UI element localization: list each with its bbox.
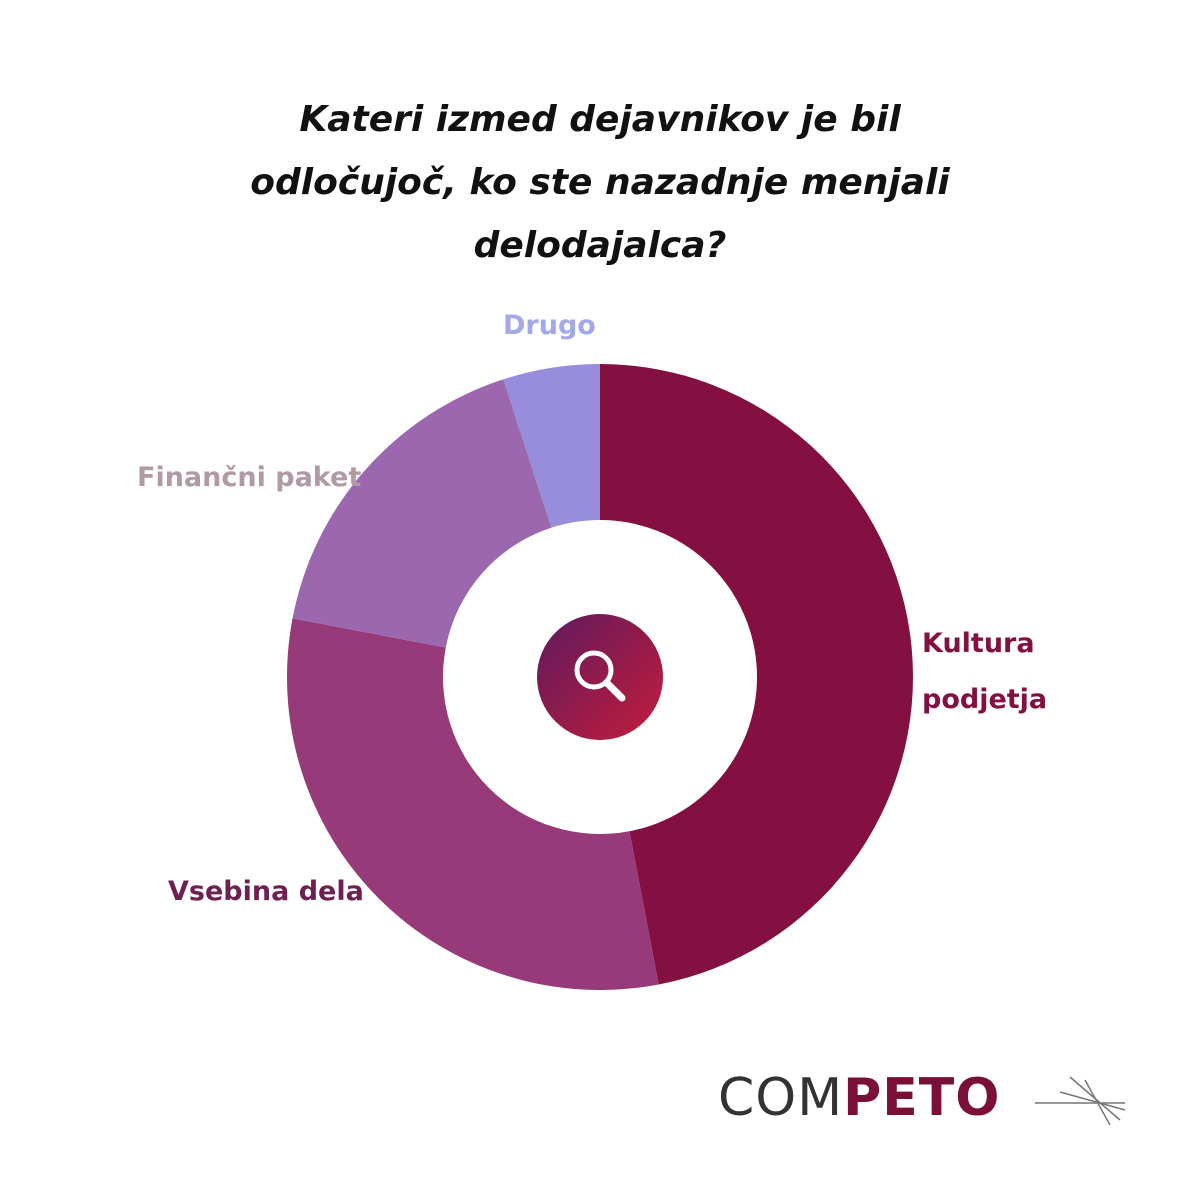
slice-label: Finančni paket [137,462,362,493]
donut-slice [292,379,552,648]
donut-slice [503,364,600,528]
donut-slice [600,364,913,985]
search-icon [537,614,663,740]
logo-text: COM [718,1068,844,1128]
chart-title: Kateri izmed dejavnikov je bil odločujoč… [250,99,950,266]
logo: COMPETO [718,1068,1000,1128]
slice-label: Kultura podjetja [922,628,1048,715]
donut-slice [286,618,659,991]
slice-label: Drugo [503,310,596,341]
slice-label: Vsebina dela [168,876,364,907]
logo-mark [1035,1076,1126,1126]
logo-text: PETO [843,1068,1001,1128]
